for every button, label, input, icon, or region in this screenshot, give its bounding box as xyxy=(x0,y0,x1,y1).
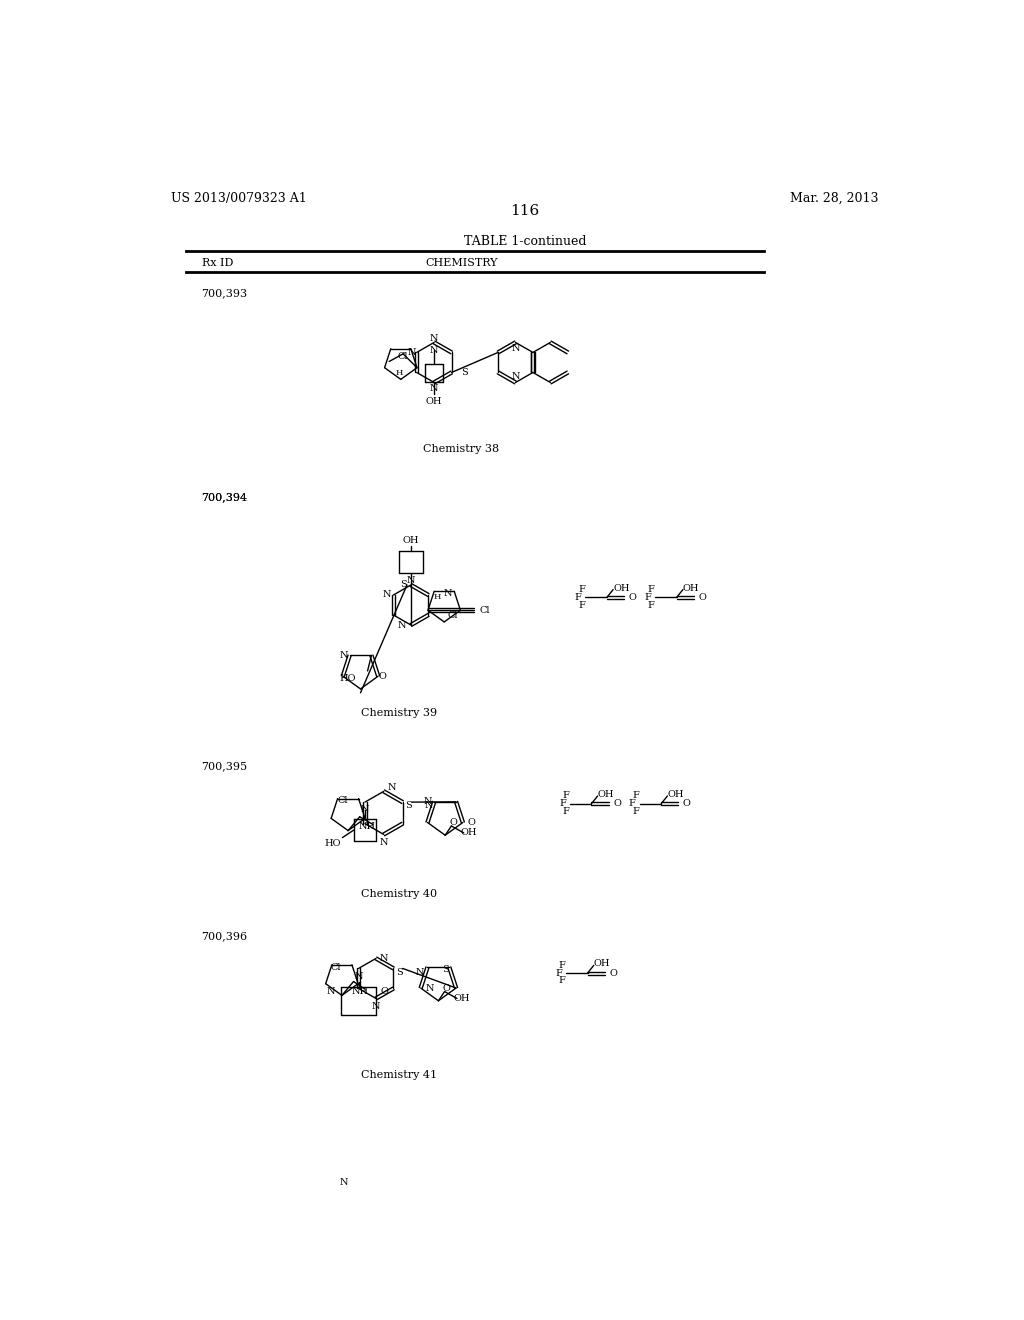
Text: O: O xyxy=(613,799,621,808)
Text: H: H xyxy=(395,370,402,378)
Text: O: O xyxy=(381,987,389,997)
Text: OH: OH xyxy=(668,789,684,799)
Text: O: O xyxy=(698,593,707,602)
Text: N: N xyxy=(397,620,406,630)
Text: N: N xyxy=(424,797,432,807)
Text: CHEMISTRY: CHEMISTRY xyxy=(425,259,498,268)
Text: Cl: Cl xyxy=(397,352,409,360)
Text: NH: NH xyxy=(359,822,376,832)
Text: OH: OH xyxy=(598,789,614,799)
Text: F: F xyxy=(632,807,639,816)
Text: TABLE 1-continued: TABLE 1-continued xyxy=(464,235,586,248)
Text: S: S xyxy=(442,965,449,974)
Text: N: N xyxy=(379,954,388,962)
Text: N: N xyxy=(339,651,347,660)
Text: F: F xyxy=(629,799,636,808)
Text: O: O xyxy=(378,672,386,681)
Text: N: N xyxy=(407,576,415,585)
Text: N: N xyxy=(372,1002,380,1011)
Text: N: N xyxy=(408,348,417,356)
Text: F: F xyxy=(578,601,585,610)
Text: O: O xyxy=(629,593,637,602)
Text: F: F xyxy=(558,977,565,985)
Text: F: F xyxy=(555,969,562,978)
Text: S: S xyxy=(395,968,402,977)
Text: OH: OH xyxy=(426,397,442,407)
Text: 700,394: 700,394 xyxy=(202,492,248,502)
Text: N: N xyxy=(430,346,438,355)
Text: N: N xyxy=(388,783,396,792)
Text: O: O xyxy=(468,818,475,826)
Text: OH: OH xyxy=(461,829,477,837)
Text: OH: OH xyxy=(402,536,419,545)
Text: US 2013/0079323 A1: US 2013/0079323 A1 xyxy=(171,191,306,205)
Text: S: S xyxy=(400,581,407,590)
Text: F: F xyxy=(558,961,565,970)
Text: N: N xyxy=(383,590,391,599)
Text: 700,395: 700,395 xyxy=(202,762,248,772)
Text: F: F xyxy=(559,799,566,808)
Text: N: N xyxy=(380,838,388,846)
Text: 700,393: 700,393 xyxy=(202,288,248,298)
Text: F: F xyxy=(648,585,654,594)
Text: N: N xyxy=(360,805,370,814)
Text: HO: HO xyxy=(325,840,341,849)
Text: F: F xyxy=(562,792,569,800)
Text: NH: NH xyxy=(352,987,369,997)
Text: Cl: Cl xyxy=(479,606,489,615)
Text: Mar. 28, 2013: Mar. 28, 2013 xyxy=(791,191,879,205)
Text: Chemistry 41: Chemistry 41 xyxy=(361,1069,437,1080)
Text: OH: OH xyxy=(594,960,610,969)
Text: F: F xyxy=(644,593,651,602)
Text: N: N xyxy=(424,801,433,810)
Text: OH: OH xyxy=(454,994,470,1003)
Text: S: S xyxy=(461,368,468,378)
Text: Cl: Cl xyxy=(331,962,341,972)
Text: Chemistry 38: Chemistry 38 xyxy=(423,445,500,454)
Text: H: H xyxy=(433,594,441,602)
Text: F: F xyxy=(578,585,585,594)
Text: F: F xyxy=(648,601,654,610)
Text: HO: HO xyxy=(339,675,356,682)
Text: F: F xyxy=(574,593,582,602)
Text: Chemistry 39: Chemistry 39 xyxy=(361,708,437,718)
Text: F: F xyxy=(632,792,639,800)
Text: N: N xyxy=(511,345,520,352)
Text: N: N xyxy=(430,334,438,343)
Text: O: O xyxy=(609,969,617,978)
Text: Rx ID: Rx ID xyxy=(202,259,233,268)
Text: S: S xyxy=(404,801,412,810)
Text: 116: 116 xyxy=(510,203,540,218)
Text: OH: OH xyxy=(613,583,630,593)
Text: Chemistry 40: Chemistry 40 xyxy=(361,888,437,899)
Text: Cl: Cl xyxy=(447,611,458,620)
Text: N: N xyxy=(425,983,434,993)
Text: N: N xyxy=(415,968,424,977)
Text: N: N xyxy=(327,987,335,997)
Text: N: N xyxy=(511,372,520,380)
Text: O: O xyxy=(683,799,691,808)
Text: OH: OH xyxy=(683,583,699,593)
Text: N: N xyxy=(354,972,362,981)
Text: 700,396: 700,396 xyxy=(202,931,248,941)
Text: 700,394: 700,394 xyxy=(202,492,248,502)
Text: N: N xyxy=(443,589,452,598)
Text: O: O xyxy=(450,818,457,828)
Text: O: O xyxy=(442,983,451,993)
Text: N: N xyxy=(339,1177,347,1187)
Text: F: F xyxy=(562,807,569,816)
Text: N: N xyxy=(430,384,438,393)
Text: Cl: Cl xyxy=(337,796,348,805)
